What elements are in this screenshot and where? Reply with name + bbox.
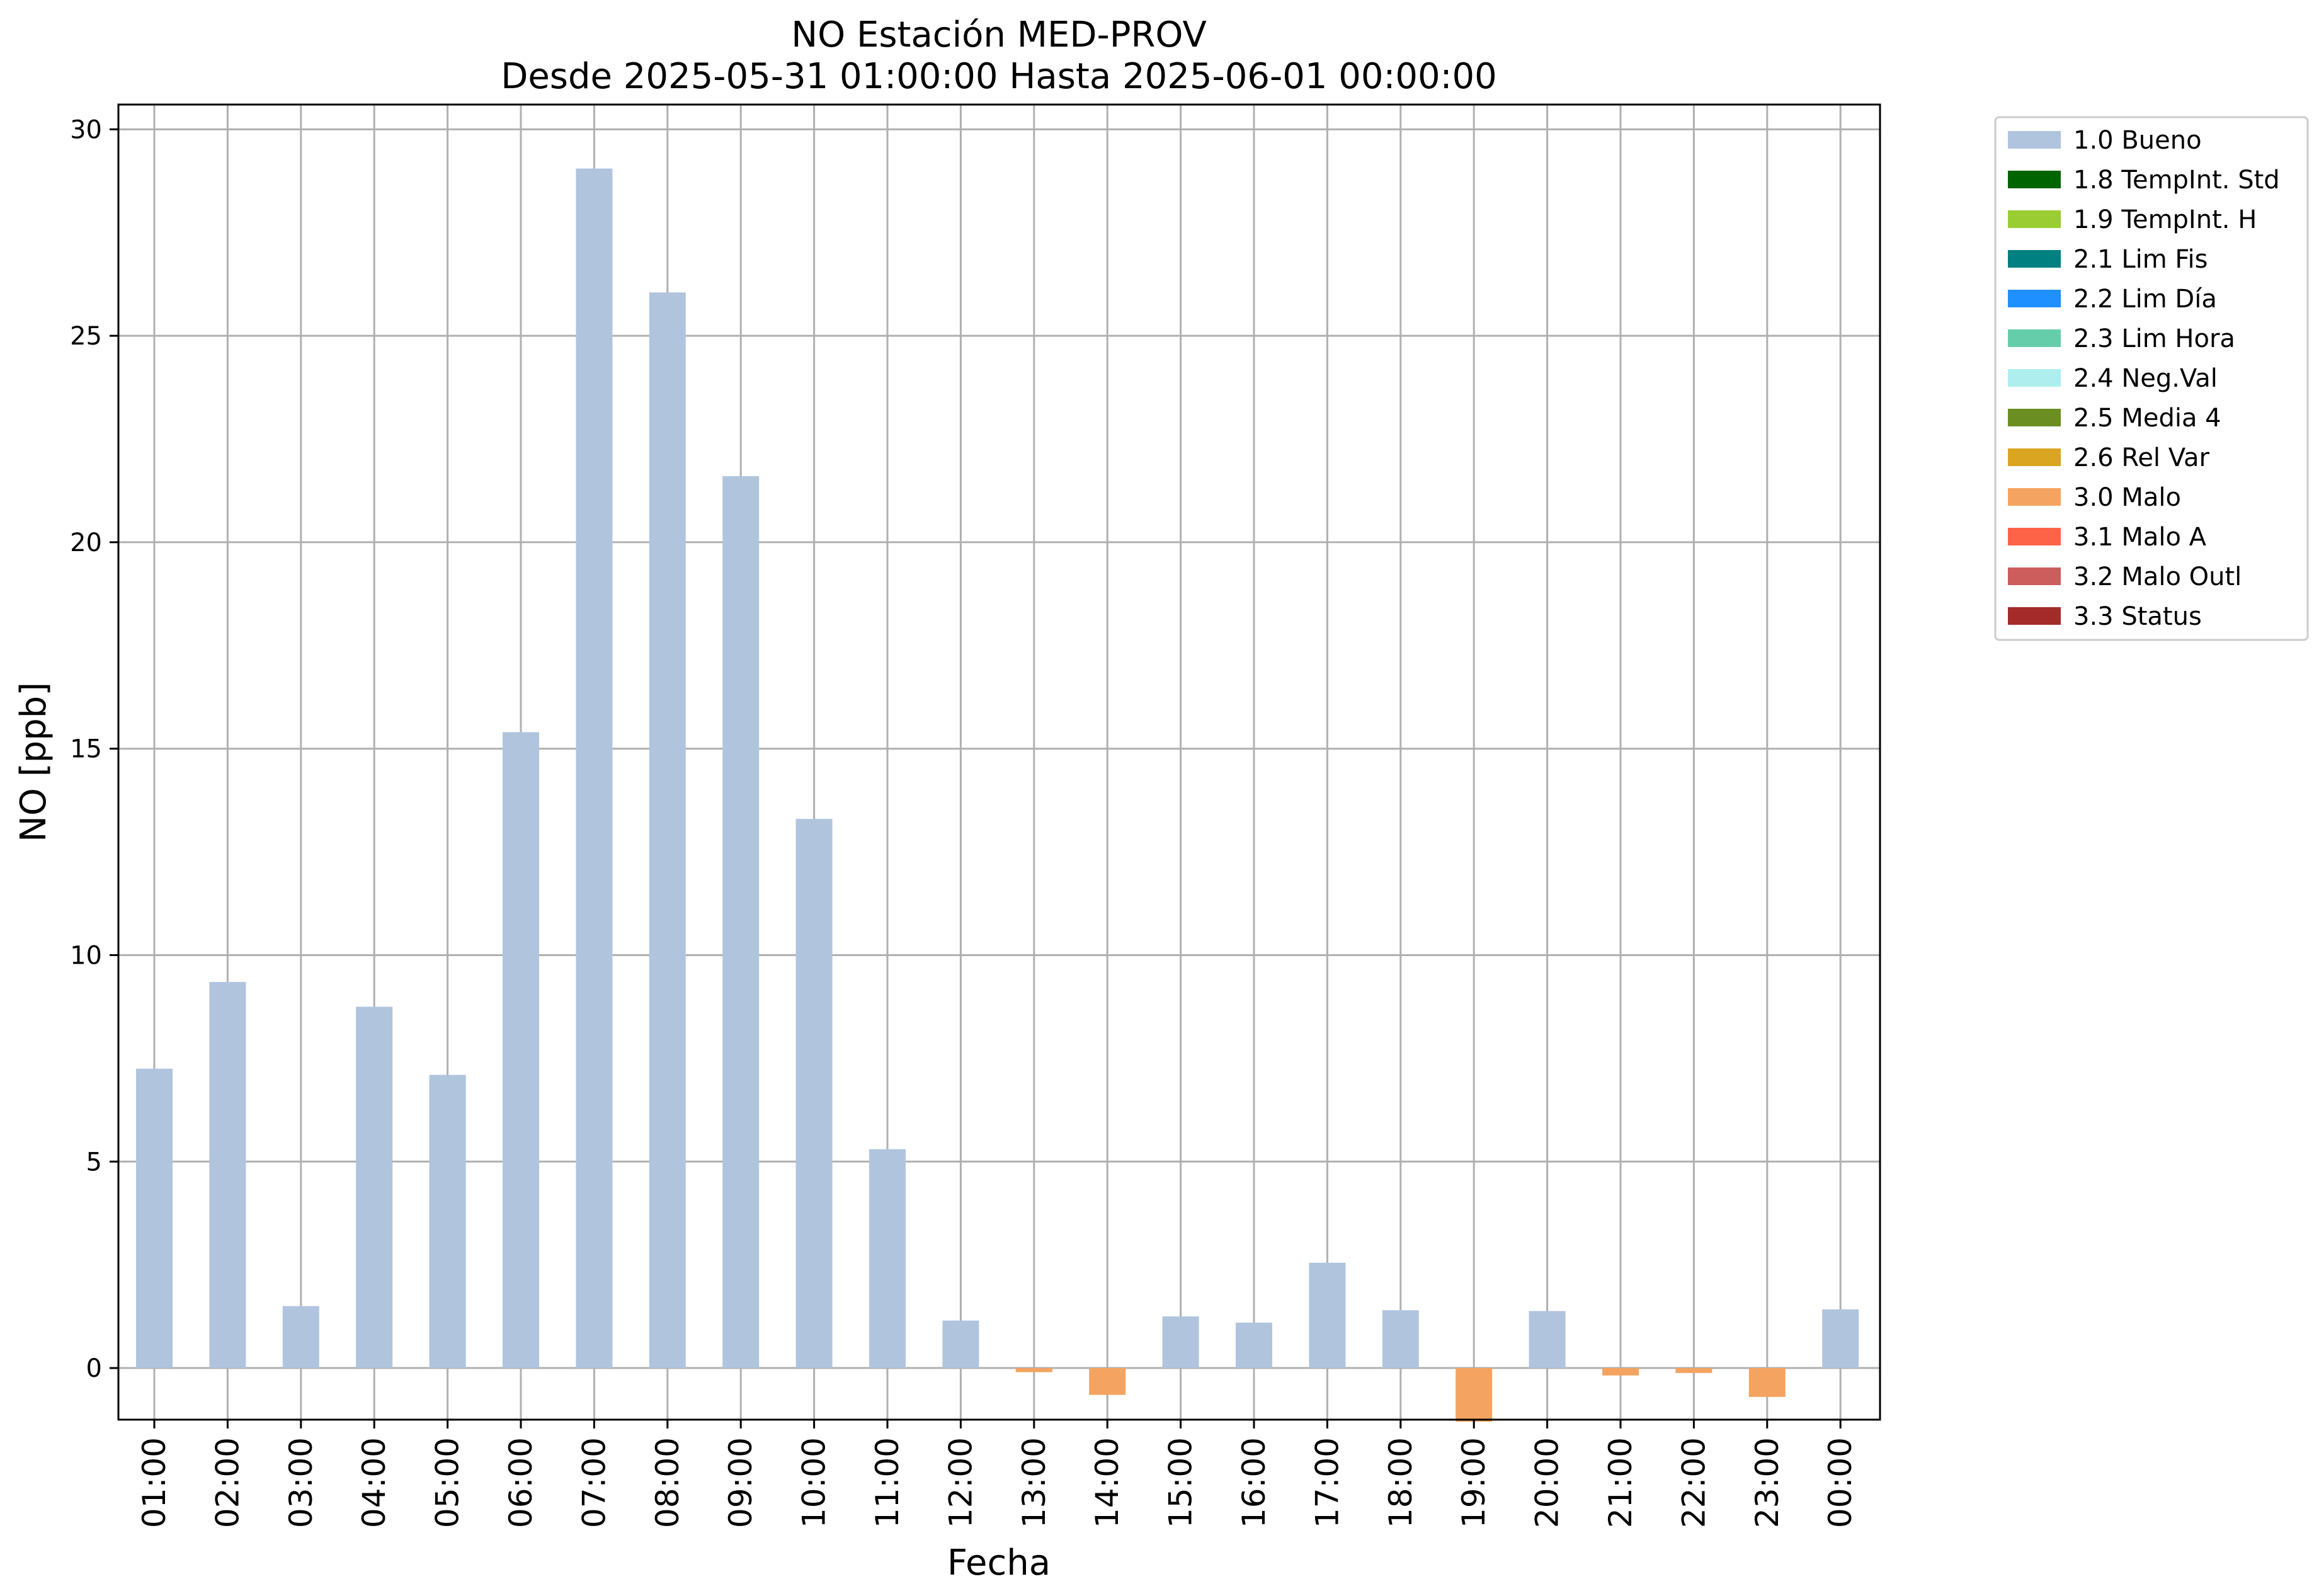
legend-label: 3.0 Malo [2073,483,2181,512]
legend-label: 2.5 Media 4 [2073,404,2221,433]
legend-box [1994,116,2309,641]
bar-1300 [1015,1368,1052,1372]
x-tick-label: 14:00 [1089,1437,1125,1528]
legend-swatch [2008,448,2061,466]
legend-swatch [2008,131,2061,149]
y-tick-label: 15 [70,735,102,764]
bar-2100 [1602,1368,1639,1376]
x-tick-label: 15:00 [1163,1437,1199,1528]
x-tick-label: 08:00 [649,1437,686,1528]
legend-swatch [2008,329,2061,347]
bars [136,168,1859,1422]
legend-swatch [2008,528,2061,545]
legend-label: 2.3 Lim Hora [2073,324,2235,353]
legend-label: 2.4 Neg.Val [2073,364,2218,393]
x-tick-label: 05:00 [430,1437,466,1528]
y-tick-label: 20 [70,528,102,557]
chart-title: NO Estación MED-PROV [791,14,1207,55]
legend-swatch [2008,488,2061,506]
x-tick-label: 16:00 [1236,1437,1272,1528]
x-tick-label: 02:00 [209,1437,246,1528]
legend-label: 2.1 Lim Fis [2073,245,2208,274]
bar-1900 [1456,1368,1493,1422]
legend-label: 2.2 Lim Día [2073,285,2217,314]
y-tick-label: 5 [86,1148,102,1177]
legend-label: 3.2 Malo Outl [2073,562,2242,591]
legend-label: 1.8 TempInt. Std [2073,166,2280,195]
bar-2000 [1529,1311,1566,1369]
x-tick-label: 09:00 [722,1437,759,1528]
x-tick-label: 10:00 [796,1437,833,1528]
legend-swatch [2008,567,2061,585]
bar-0200 [209,982,246,1369]
bar-1100 [869,1149,906,1369]
y-axis-ticks: 0 5 10 15 20 25 30 [70,115,118,1383]
bar-1800 [1382,1310,1419,1369]
legend-label: 3.1 Malo A [2073,523,2207,552]
x-tick-label: 04:00 [356,1437,392,1528]
x-tick-label: 19:00 [1456,1437,1492,1528]
x-tick-label: 01:00 [136,1437,173,1528]
bar-1500 [1162,1316,1199,1369]
x-axis-label: Fecha [947,1542,1051,1583]
x-tick-label: 18:00 [1382,1437,1419,1528]
y-tick-label: 30 [70,115,102,144]
legend-label: 1.9 TempInt. H [2073,205,2257,234]
x-tick-label: 07:00 [576,1437,612,1528]
x-tick-label: 06:00 [503,1437,539,1528]
y-axis-label: NO [ppb] [13,682,54,842]
bar-0300 [282,1306,319,1369]
chart-subtitle: Desde 2025-05-31 01:00:00 Hasta 2025-06-… [501,56,1497,97]
legend-label: 3.3 Status [2073,602,2202,631]
x-tick-label: 23:00 [1749,1437,1786,1528]
x-tick-label: 17:00 [1309,1437,1345,1528]
legend-label: 2.6 Rel Var [2073,443,2210,472]
legend-swatch [2008,250,2061,268]
y-tick-label: 10 [70,941,102,970]
bar-1000 [795,819,833,1369]
x-tick-label: 22:00 [1675,1437,1712,1528]
legend-swatch [2008,409,2061,426]
x-tick-label: 11:00 [869,1437,906,1528]
legend-swatch [2008,210,2061,228]
x-axis-ticks: 01:00 02:00 03:00 04:00 05:00 06:00 07:00 08:00… [136,1420,1859,1528]
bar-0500 [429,1074,466,1369]
y-tick-label: 25 [70,322,102,351]
bar-0400 [356,1006,393,1369]
x-tick-label: 00:00 [1822,1437,1859,1528]
bar-1400 [1089,1368,1126,1395]
bar-1700 [1309,1262,1346,1369]
x-tick-label: 20:00 [1529,1437,1566,1528]
legend-swatch [2008,369,2061,387]
legend-swatch [2008,290,2061,307]
bar-0100 [136,1068,173,1369]
plot-frame [117,103,1881,1421]
legend-label: 1.0 Bueno [2073,126,2202,155]
bar-0700 [576,168,613,1369]
x-tick-label: 12:00 [942,1437,979,1528]
bar-0000 [1822,1309,1859,1369]
legend-swatch [2008,171,2061,188]
bar-2300 [1748,1368,1786,1397]
legend-swatch [2008,607,2061,625]
bar-1200 [942,1320,979,1369]
bar-0900 [722,476,760,1369]
x-tick-label: 13:00 [1016,1437,1052,1528]
y-tick-label: 0 [86,1354,102,1383]
x-tick-label: 03:00 [283,1437,319,1528]
bar-0800 [649,292,686,1369]
legend: 1.0 Bueno 1.8 TempInt. Std 1.9 TempInt. H 2… [1994,116,2309,641]
bar-0600 [503,732,539,1369]
bar-2200 [1675,1368,1712,1373]
bar-1600 [1236,1322,1272,1369]
x-tick-label: 21:00 [1602,1437,1639,1528]
